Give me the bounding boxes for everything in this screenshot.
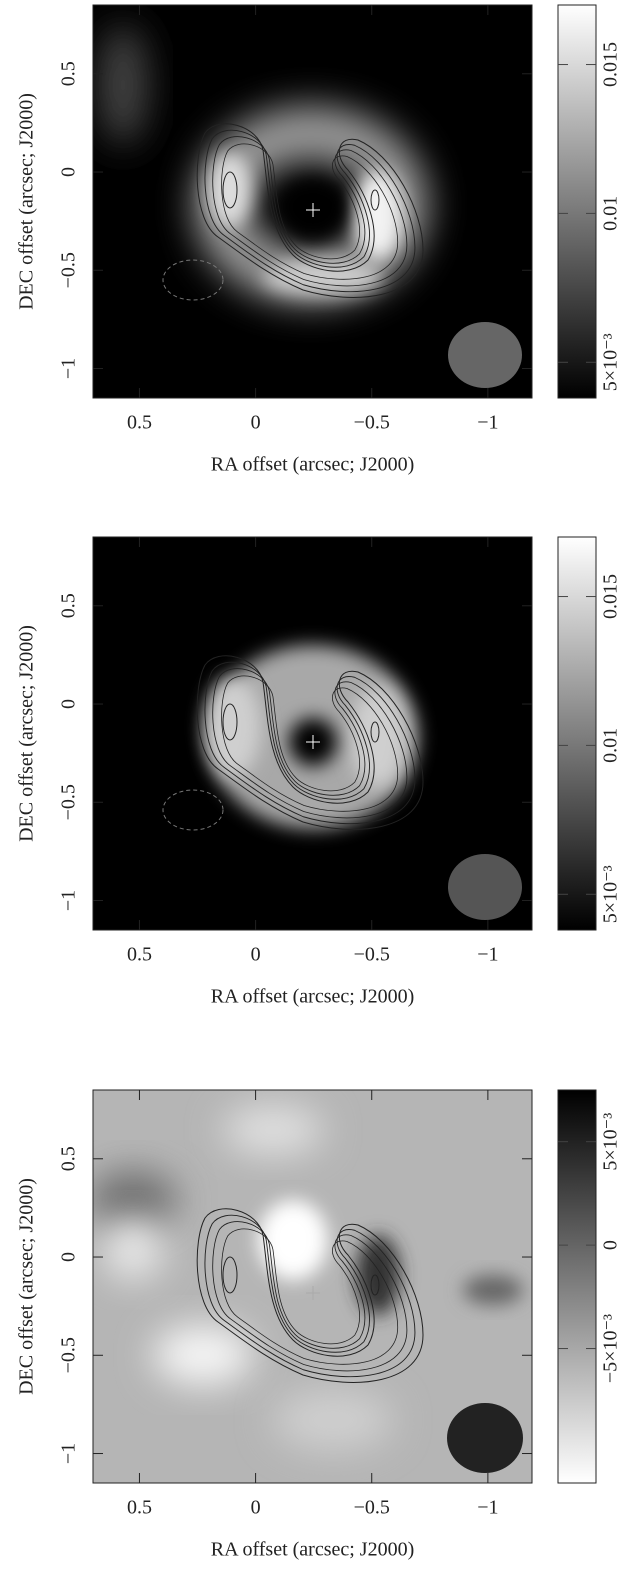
colorbar-tick-label: 0.015	[600, 42, 622, 87]
x-tick-label: 0.5	[127, 412, 152, 434]
y-tick-label: 0.5	[58, 593, 80, 618]
colorbar-tick-label: 0.01	[600, 196, 622, 231]
colorbar-tick-label: 5×10⁻³	[600, 865, 622, 923]
colorbar-tick-label: −5×10⁻³	[600, 1314, 622, 1383]
colorbar	[557, 4, 597, 399]
y-tick-label: −0.5	[58, 784, 80, 820]
image-panel-2	[93, 537, 532, 930]
plot-frame	[92, 4, 533, 399]
colorbar-tick-label: 0.01	[600, 728, 622, 763]
y-tick-label: −0.5	[58, 252, 80, 288]
y-axis-label: DEC offset (arcsec; J2000)	[16, 625, 38, 842]
y-tick-label: 0	[58, 1252, 80, 1262]
y-tick-label: −1	[58, 1443, 80, 1464]
x-tick-label: −1	[477, 944, 498, 966]
colorbar-tick-label: 0	[600, 1240, 622, 1250]
image-panel-3	[93, 1090, 532, 1483]
x-tick-label: 0	[251, 1497, 261, 1519]
x-tick-label: −1	[477, 412, 498, 434]
x-tick-label: 0	[251, 944, 261, 966]
x-axis-label: RA offset (arcsec; J2000)	[211, 454, 414, 476]
colorbar	[557, 1089, 597, 1484]
x-tick-label: −0.5	[354, 944, 390, 966]
y-tick-label: −1	[58, 890, 80, 911]
y-tick-label: −0.5	[58, 1337, 80, 1373]
colorbar	[557, 536, 597, 931]
colorbar-tick-label: 5×10⁻³	[600, 1113, 622, 1171]
x-tick-label: 0.5	[127, 944, 152, 966]
y-tick-label: 0	[58, 167, 80, 177]
y-tick-label: 0.5	[58, 1146, 80, 1171]
x-axis-label: RA offset (arcsec; J2000)	[211, 1539, 414, 1561]
y-axis-label: DEC offset (arcsec; J2000)	[16, 1178, 38, 1395]
y-tick-label: −1	[58, 358, 80, 379]
x-tick-label: −0.5	[354, 412, 390, 434]
x-tick-label: −0.5	[354, 1497, 390, 1519]
colorbar-tick-label: 0.015	[600, 574, 622, 619]
x-tick-label: −1	[477, 1497, 498, 1519]
plot-frame	[92, 1089, 533, 1484]
colorbar-tick-label: 5×10⁻³	[600, 333, 622, 391]
plot-frame	[92, 536, 533, 931]
image-panel-1	[93, 5, 532, 398]
x-tick-label: 0	[251, 412, 261, 434]
y-axis-label: DEC offset (arcsec; J2000)	[16, 93, 38, 310]
x-axis-label: RA offset (arcsec; J2000)	[211, 986, 414, 1008]
y-tick-label: 0.5	[58, 61, 80, 86]
y-tick-label: 0	[58, 699, 80, 709]
x-tick-label: 0.5	[127, 1497, 152, 1519]
